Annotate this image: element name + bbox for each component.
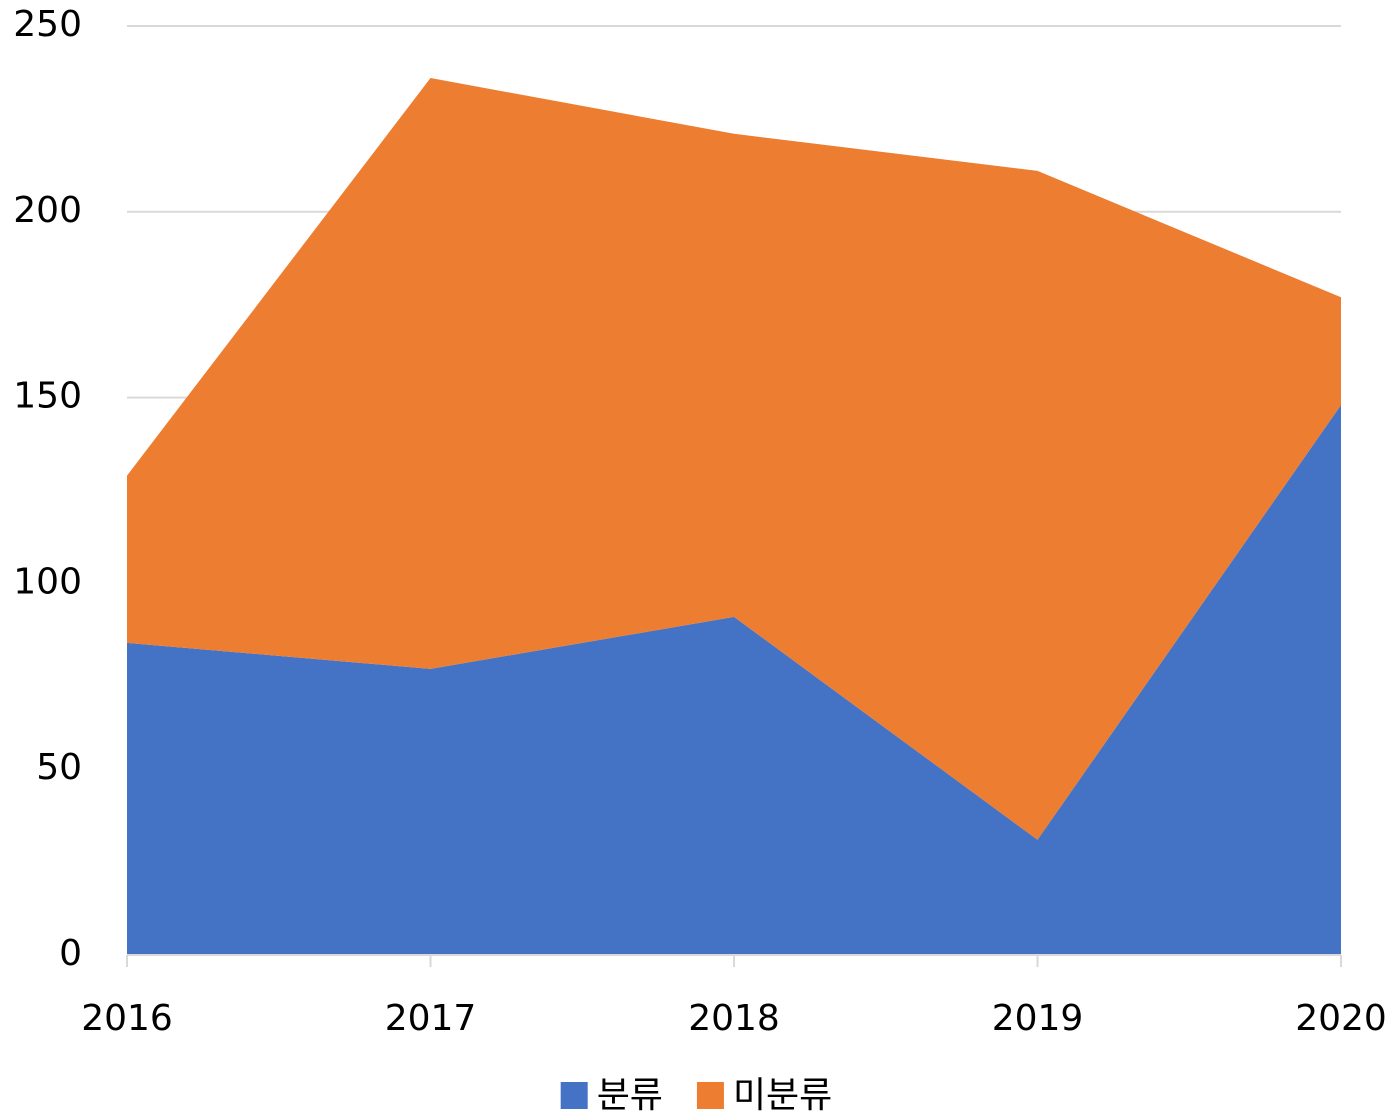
- legend-label: 분류: [597, 1075, 663, 1116]
- legend-swatch: [696, 1082, 724, 1109]
- area: [127, 405, 1341, 956]
- y-tick-label: 100: [13, 561, 82, 602]
- legend-label: 미분류: [733, 1075, 832, 1116]
- y-tick-label: 150: [13, 376, 82, 417]
- y-tick-label: 0: [59, 933, 82, 974]
- x-tick-label: 2020: [1295, 998, 1387, 1039]
- y-tick-label: 200: [13, 190, 82, 231]
- x-tick-label: 2016: [81, 998, 173, 1039]
- x-tick-label: 2018: [688, 998, 780, 1039]
- x-tick-label: 2017: [385, 998, 477, 1039]
- x-tick-label: 2019: [992, 998, 1084, 1039]
- y-tick-label: 50: [36, 747, 82, 788]
- y-tick-label: 250: [13, 4, 82, 45]
- area: [127, 78, 1341, 840]
- legend-swatch: [560, 1082, 588, 1109]
